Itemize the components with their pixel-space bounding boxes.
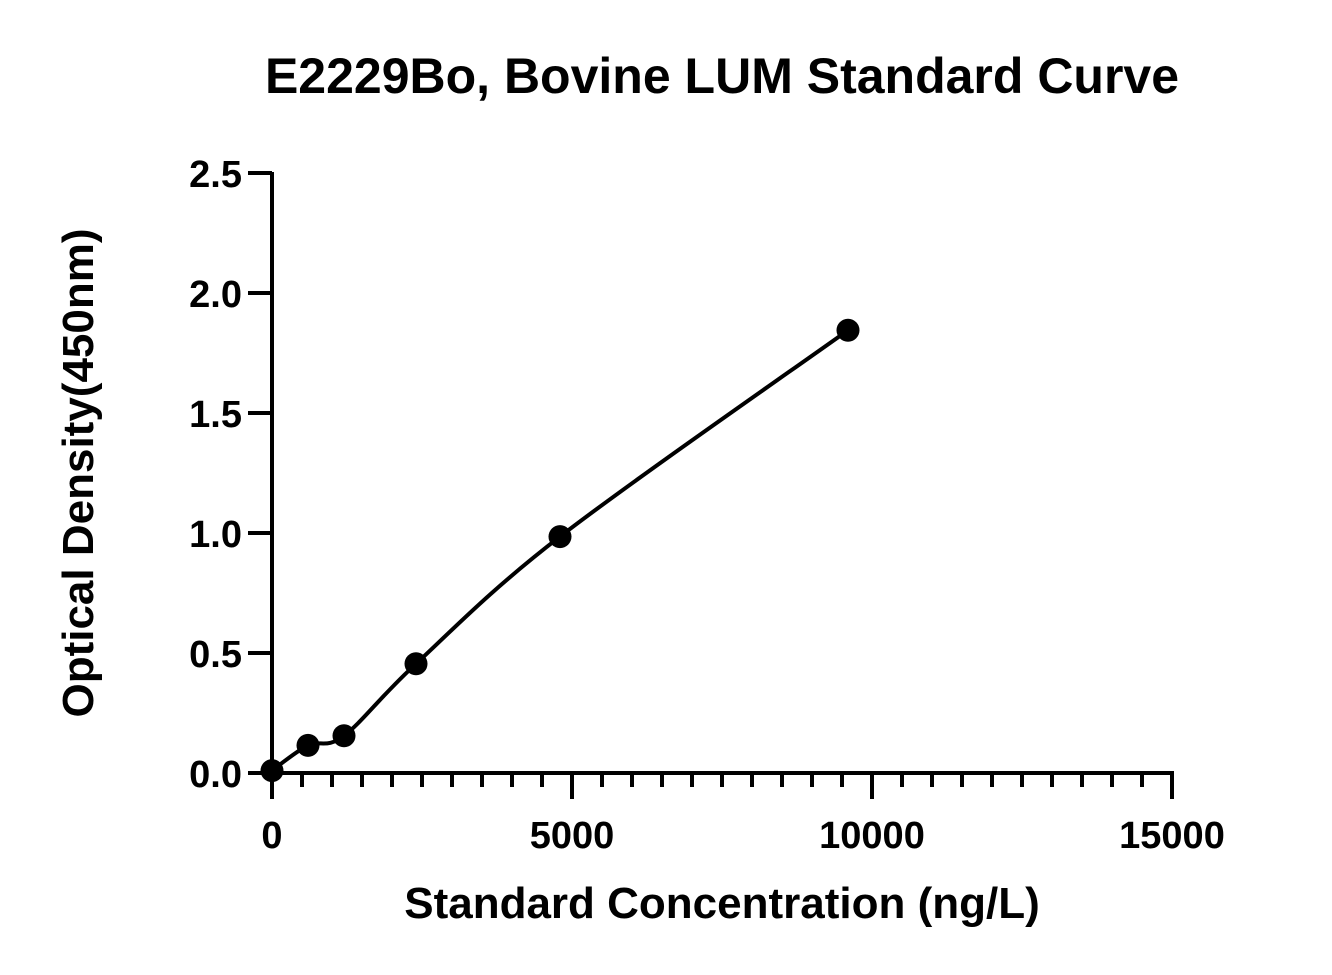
y-axis-label: Optical Density(450nm) (54, 228, 103, 717)
chart-title: E2229Bo, Bovine LUM Standard Curve (265, 48, 1179, 104)
y-axis-ticks: 0.0 0.5 1.0 1.5 2.0 2.5 (189, 154, 272, 796)
x-tick-label: 0 (261, 815, 282, 857)
x-axis-label: Standard Concentration (ng/L) (404, 879, 1040, 928)
x-tick-label: 15000 (1119, 815, 1225, 857)
data-point (296, 733, 320, 757)
data-point (404, 652, 428, 676)
data-point (836, 318, 860, 342)
fit-curve (270, 328, 850, 773)
x-tick-label: 5000 (530, 815, 615, 857)
y-tick-label: 0.5 (189, 634, 242, 676)
x-axis-ticks: 0 5000 10000 15000 (261, 773, 1225, 857)
y-tick-label: 2.0 (189, 274, 242, 316)
data-point (260, 759, 284, 783)
y-tick-label: 2.5 (189, 154, 242, 196)
y-tick-label: 0.0 (189, 754, 242, 796)
y-tick-label: 1.5 (189, 394, 242, 436)
data-point (548, 525, 572, 549)
data-points (260, 318, 860, 783)
data-point (332, 724, 356, 748)
y-tick-label: 1.0 (189, 514, 242, 556)
x-tick-label: 10000 (819, 815, 925, 857)
